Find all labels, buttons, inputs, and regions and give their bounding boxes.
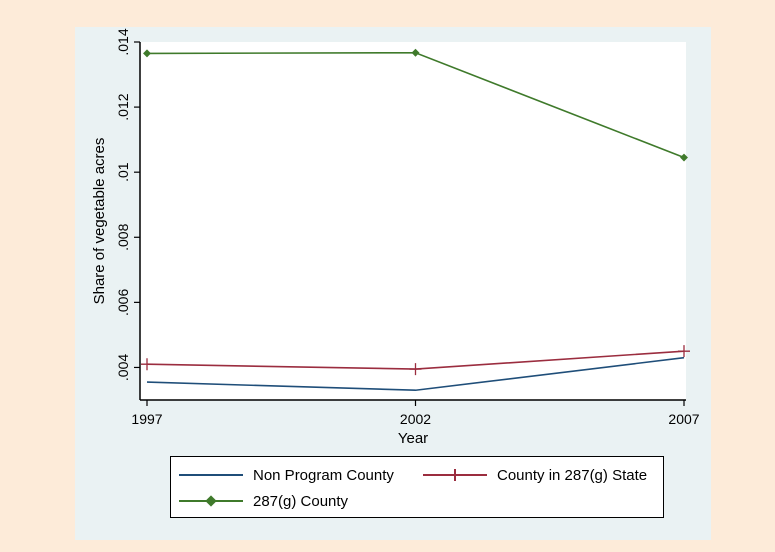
legend-item-287g-county: 287(g) County [179,491,348,511]
series-line-0 [146,356,685,392]
axes [139,42,686,401]
legend-swatch-county-in-287g-state [423,465,487,485]
x-axis-title: Year [398,430,428,447]
x-tick-label: 2002 [400,411,431,427]
y-tick-label: .004 [115,354,131,381]
x-ticks: 1997 2002 2007 [131,400,700,427]
legend-label-287g-county: 287(g) County [253,492,349,510]
series-group [141,48,690,392]
data-point-plus [409,363,422,376]
y-tick-label: .006 [115,289,131,316]
plot-area [140,42,686,400]
legend-item-county-in-287g-state: County in 287(g) State [423,465,647,485]
data-point-plus [141,358,153,371]
x-tick-label: 2007 [668,411,699,427]
data-point-diamond [411,48,420,57]
legend: Non Program County County in 287(g) Stat… [170,456,664,518]
y-axis-title: Share of vegetable acres [91,138,108,305]
legend-swatch-287g-county [179,491,243,511]
y-tick-label: .014 [115,28,131,55]
data-point-diamond [680,153,688,162]
y-tick-label: .012 [115,93,131,120]
data-point-plus [678,345,690,358]
legend-label-non-program-county: Non Program County [253,466,394,484]
y-ticks: .004 .006 .008 .01 .012 .014 [115,28,140,381]
legend-swatch-non-program-county [179,465,243,485]
legend-label-county-in-287g-state: County in 287(g) State [497,466,648,484]
y-tick-label: .008 [115,223,131,250]
series-line-2 [146,51,685,159]
data-point-diamond [143,49,151,58]
y-tick-label: .01 [115,162,131,182]
x-tick-label: 1997 [131,411,162,427]
legend-item-non-program-county: Non Program County [179,465,394,485]
